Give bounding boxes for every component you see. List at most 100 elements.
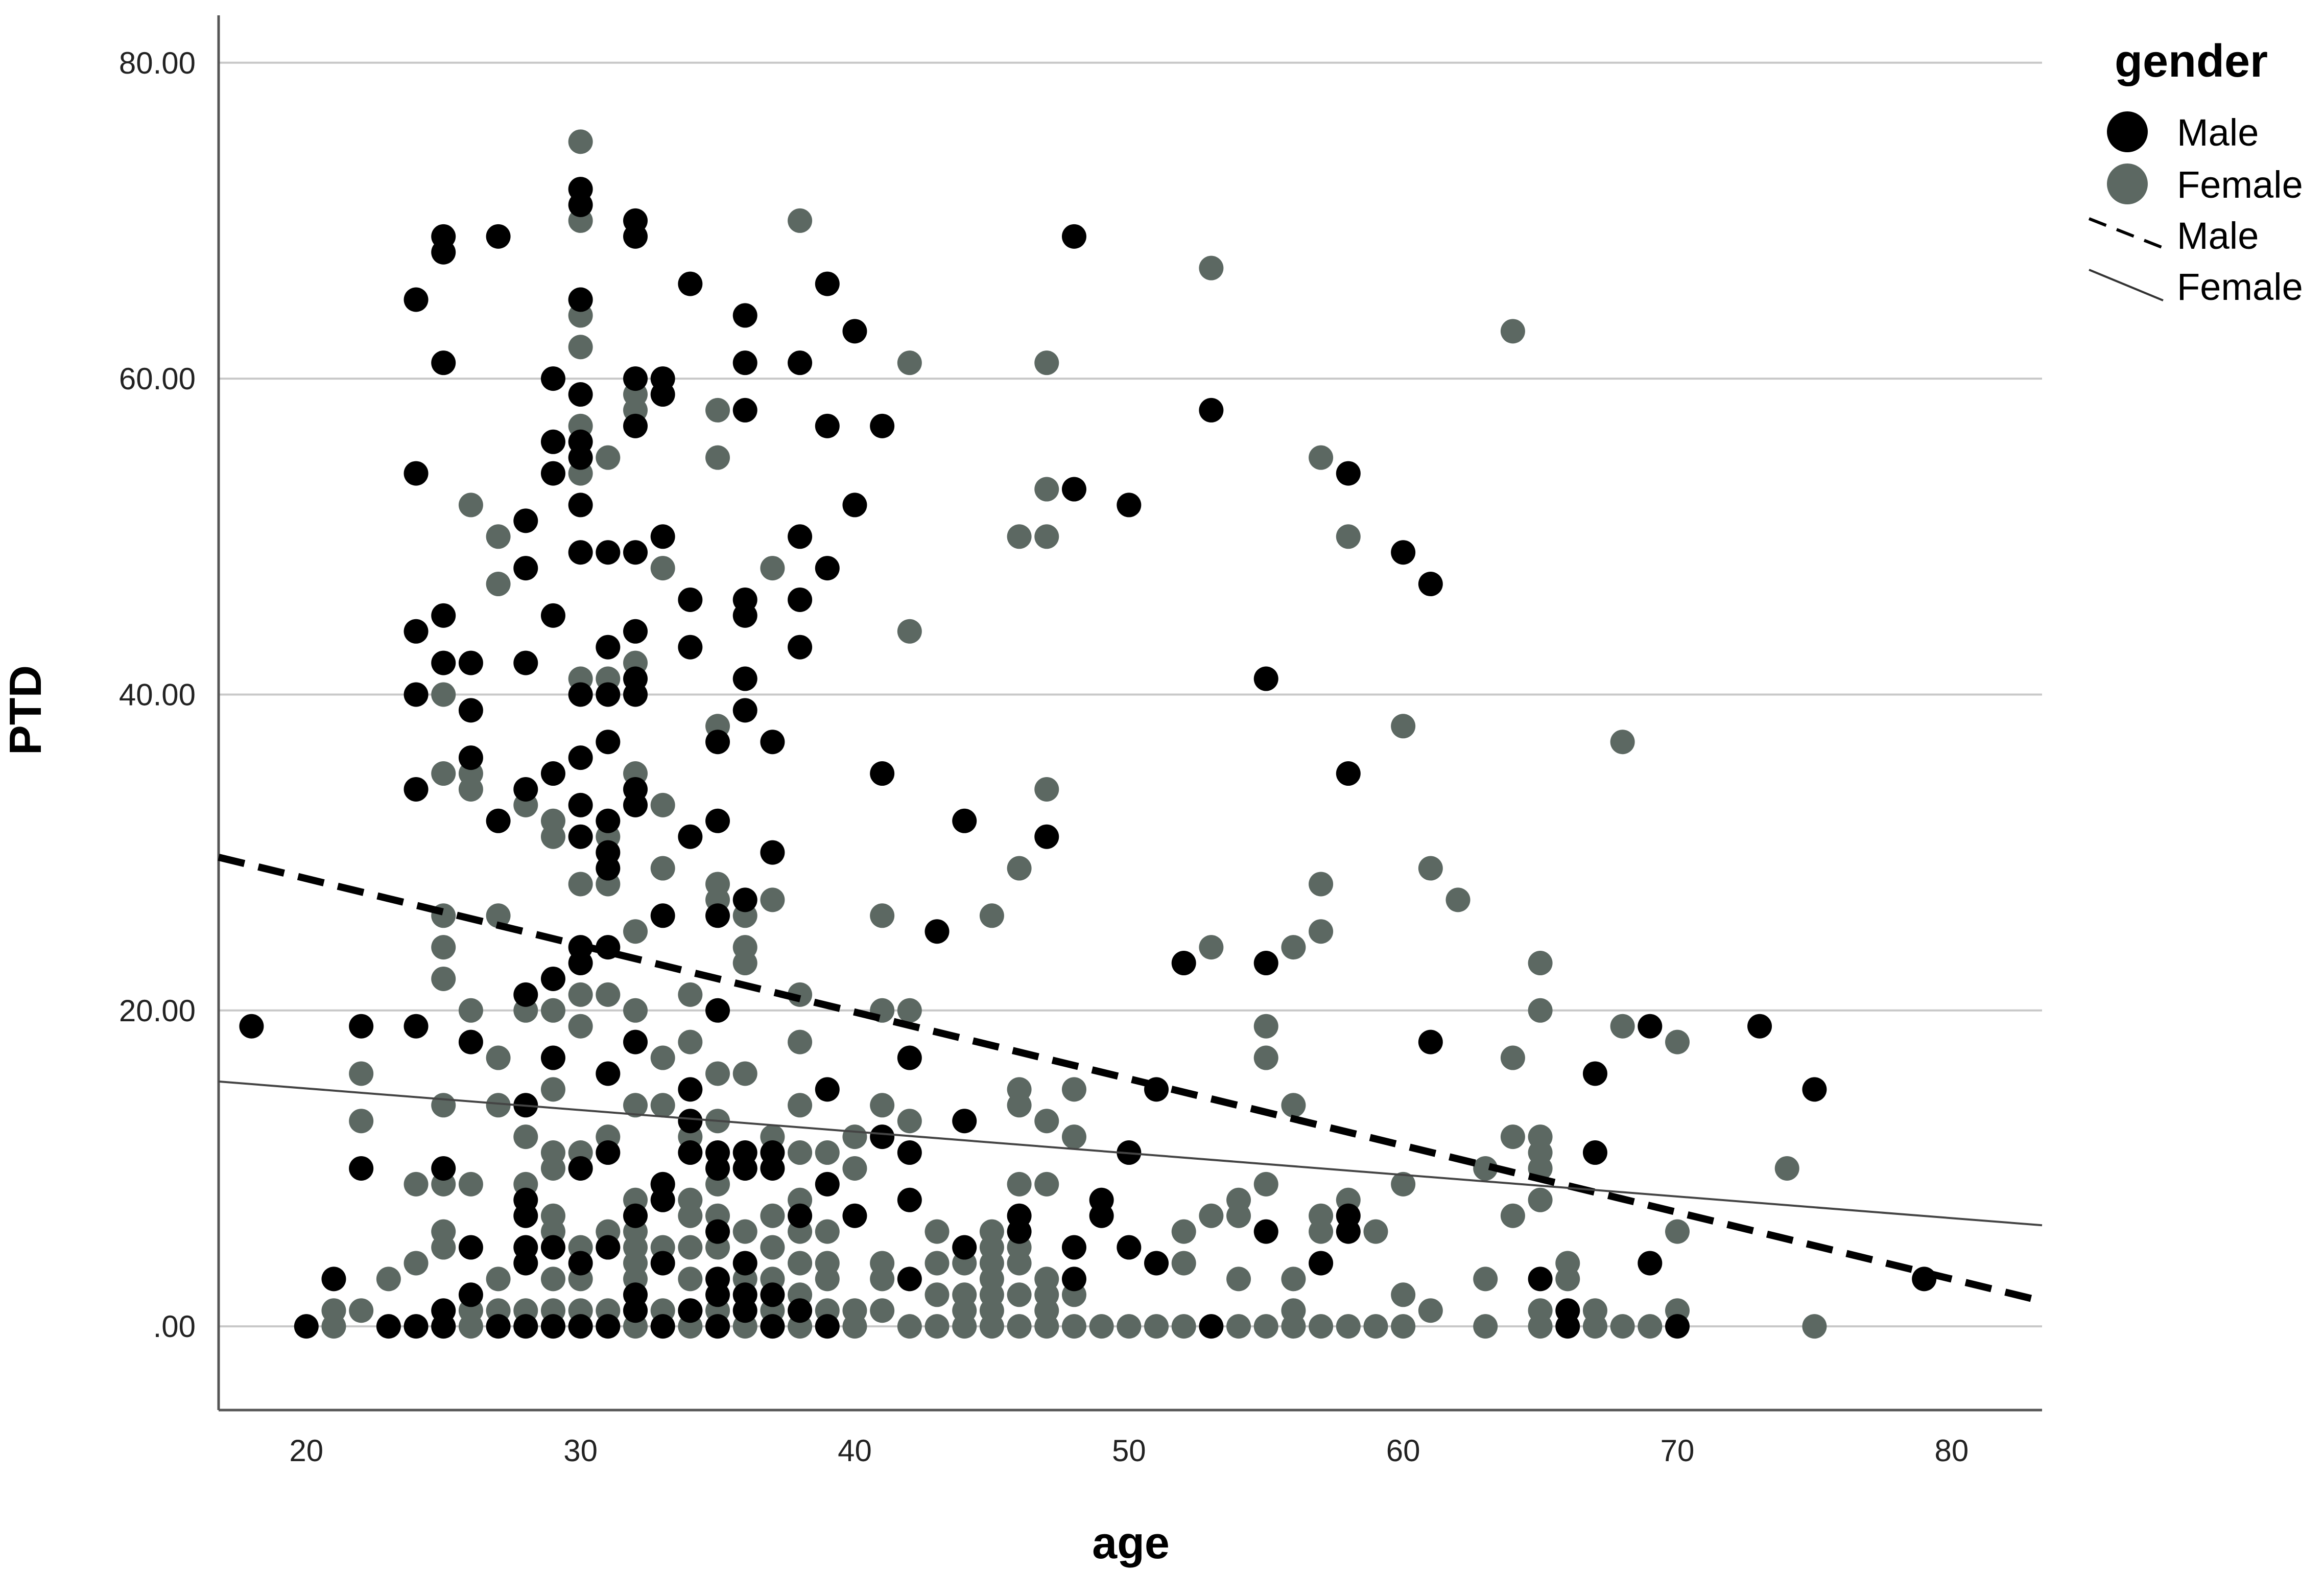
point-female — [924, 1282, 950, 1307]
point-male — [1199, 1314, 1224, 1339]
point-male — [1336, 761, 1361, 786]
point-female — [1007, 1171, 1032, 1197]
point-male — [1528, 1267, 1553, 1292]
y-tick-label: 60.00 — [119, 362, 196, 396]
point-female — [1007, 1093, 1032, 1118]
point-female — [1034, 1171, 1059, 1197]
point-female — [1281, 1093, 1306, 1118]
point-male — [568, 1156, 593, 1181]
point-male — [513, 777, 538, 802]
point-male — [1253, 951, 1278, 976]
point-male — [842, 1203, 867, 1228]
point-female — [1226, 1203, 1251, 1228]
point-female — [1473, 1314, 1498, 1339]
point-female — [678, 1029, 703, 1054]
point-male — [897, 1267, 922, 1292]
point-male — [513, 1203, 538, 1228]
point-male — [815, 1314, 840, 1339]
point-male — [678, 1109, 703, 1134]
point-male — [1555, 1314, 1580, 1339]
point-male — [870, 761, 895, 786]
point-female — [1309, 872, 1334, 897]
point-female — [1199, 255, 1224, 280]
point-male — [650, 382, 675, 407]
point-male — [705, 1314, 730, 1339]
point-female — [1363, 1314, 1388, 1339]
point-female — [732, 951, 757, 976]
point-male — [897, 1140, 922, 1165]
point-male — [540, 1045, 565, 1070]
point-female — [431, 682, 456, 707]
point-female — [1528, 1187, 1553, 1212]
point-female — [760, 887, 785, 912]
point-male — [1117, 493, 1142, 518]
y-tick-label: 40.00 — [119, 677, 196, 712]
point-female — [349, 1298, 374, 1323]
point-male — [568, 745, 593, 770]
point-male — [568, 1251, 593, 1276]
point-male — [623, 1298, 648, 1323]
point-female — [1089, 1314, 1114, 1339]
point-female — [842, 1314, 867, 1339]
point-male — [1747, 1014, 1772, 1039]
point-female — [1391, 714, 1416, 739]
point-male — [404, 287, 429, 312]
x-tick-label: 40 — [838, 1434, 872, 1468]
point-male — [705, 1156, 730, 1181]
point-female — [1253, 1171, 1278, 1197]
y-tick-label: 80.00 — [119, 46, 196, 80]
point-female — [431, 761, 456, 786]
point-female — [1117, 1314, 1142, 1339]
point-male — [513, 508, 538, 533]
point-female — [1391, 1282, 1416, 1307]
point-male — [842, 319, 867, 344]
point-female — [1007, 1314, 1032, 1339]
point-female — [349, 1061, 374, 1086]
legend-label-male-line: Male — [2177, 215, 2259, 257]
point-male — [486, 224, 511, 249]
point-female — [870, 1267, 895, 1292]
point-male — [404, 461, 429, 486]
point-male — [596, 856, 621, 881]
point-male — [568, 951, 593, 976]
point-male — [540, 603, 565, 628]
point-male — [486, 1314, 511, 1339]
point-female — [1171, 1314, 1196, 1339]
point-male — [596, 635, 621, 660]
point-female — [349, 1109, 374, 1134]
point-male — [458, 745, 483, 770]
point-female — [1034, 524, 1059, 549]
point-female — [1528, 998, 1553, 1023]
point-male — [788, 635, 813, 660]
point-male — [1199, 397, 1224, 423]
point-female — [650, 856, 675, 881]
point-male — [623, 540, 648, 565]
point-female — [568, 872, 593, 897]
point-female — [815, 1219, 840, 1244]
point-female — [486, 903, 511, 928]
point-male — [760, 840, 785, 865]
point-male — [596, 1314, 621, 1339]
x-tick-labels: 20 30 40 50 60 70 80 — [289, 1434, 1969, 1468]
point-male — [897, 1187, 922, 1212]
point-male — [760, 1156, 785, 1181]
point-male — [870, 1124, 895, 1150]
point-female — [458, 1171, 483, 1197]
point-female — [732, 1219, 757, 1244]
point-male — [513, 1314, 538, 1339]
point-male — [623, 1029, 648, 1054]
point-female — [568, 1014, 593, 1039]
point-female — [1610, 1014, 1635, 1039]
point-male — [705, 1219, 730, 1244]
point-male — [568, 792, 593, 817]
point-female — [788, 1251, 813, 1276]
point-female — [870, 903, 895, 928]
point-female — [1281, 1267, 1306, 1292]
point-female — [623, 998, 648, 1023]
point-male — [897, 1045, 922, 1070]
point-male — [924, 919, 950, 944]
point-male — [458, 650, 483, 675]
legend-marker-female — [2107, 163, 2148, 204]
point-male — [1171, 951, 1196, 976]
point-male — [568, 1314, 593, 1339]
